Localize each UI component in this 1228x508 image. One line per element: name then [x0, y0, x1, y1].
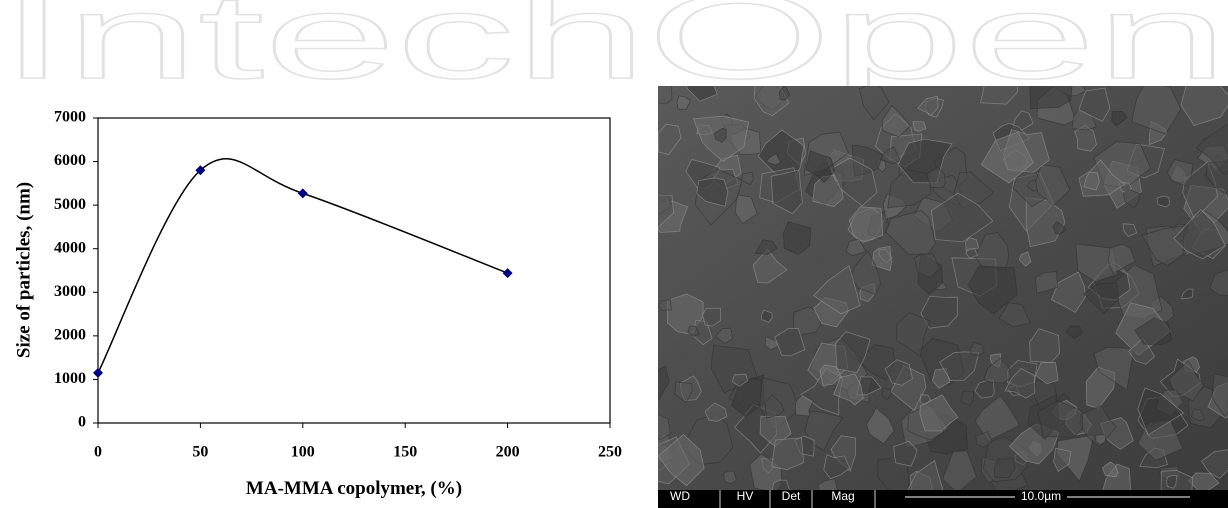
grain — [961, 391, 973, 405]
y-tick-label: 0 — [78, 414, 86, 431]
y-tick-label: 7000 — [54, 109, 86, 126]
grain — [1096, 435, 1106, 445]
grain — [772, 438, 804, 470]
page: IntechOpen MA-MMA copolymer, (%) Size of… — [0, 0, 1228, 508]
x-tick-label: 250 — [598, 444, 622, 461]
x-tick-label: 0 — [94, 444, 102, 461]
y-axis-title: Size of particles, (nm) — [13, 182, 34, 358]
info-label: WD — [670, 489, 690, 503]
scale-bar-label: 10.0µm — [1021, 489, 1061, 503]
chart: MA-MMA copolymer, (%) Size of particles,… — [13, 109, 622, 499]
plot-area — [98, 118, 610, 423]
x-tick-label: 200 — [496, 444, 520, 461]
x-tick-label: 50 — [192, 444, 208, 461]
x-axis-title: MA-MMA copolymer, (%) — [246, 478, 462, 499]
y-tick-label: 3000 — [54, 283, 86, 300]
y-tick-label: 1000 — [54, 370, 86, 387]
info-label: Mag — [831, 489, 854, 503]
y-tick-label: 4000 — [54, 239, 86, 256]
grain — [724, 471, 736, 484]
sem-image: 10.0µm WD HV Det Mag — [642, 59, 1228, 508]
info-label: Det — [782, 489, 801, 503]
y-tick-label: 5000 — [54, 196, 86, 213]
y-tick-label: 2000 — [54, 327, 86, 344]
y-tick-label: 6000 — [54, 152, 86, 169]
x-tick-label: 100 — [291, 444, 315, 461]
info-label: HV — [737, 489, 754, 503]
x-tick-label: 150 — [393, 444, 417, 461]
